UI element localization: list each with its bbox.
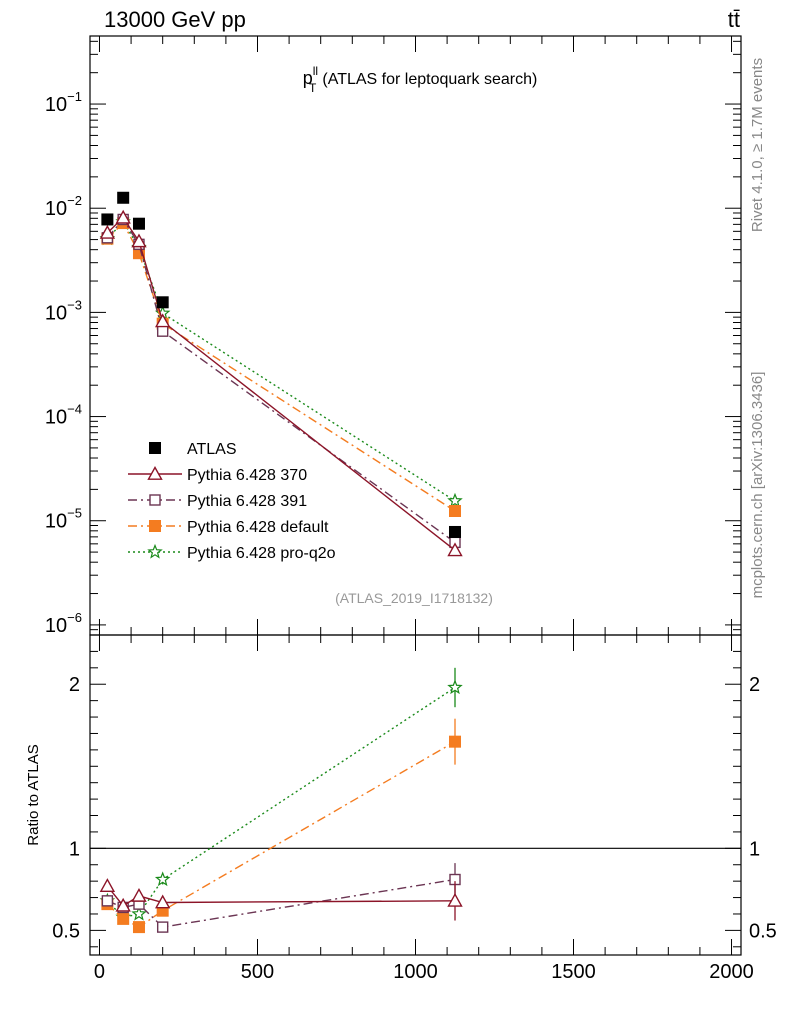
x-tick-label: 1500 [551,961,596,983]
rivet-version-label: Rivet 4.1.0, ≥ 1.7M events [749,58,766,232]
mcplots-credit-label: mcplots.cern.ch [arXiv:1306.3436] [749,372,766,599]
plot-title-superscript: ll [313,64,318,78]
pythia-6-428-default-ratio-point [449,735,462,748]
ratio-panel-frame [89,634,742,956]
pythia-6-428-370-ratio-point [99,878,116,892]
y-tick-label: 10−5 [45,506,82,533]
main-panel-ticks: 10−110−210−310−410−510−6 [45,36,741,637]
y-tick-mantissa: 10 [45,407,67,429]
ratio-tick-label: 0.5 [52,920,80,942]
y-tick-label: 10−4 [45,402,82,429]
pythia-6-428-391-ratio-point [101,895,114,907]
pythia-6-428-370-point [115,209,131,224]
pythia-6-428-370-point [99,224,116,239]
y-tick-exponent: −4 [67,402,82,417]
y-tick-label: 10−3 [45,297,82,324]
ratio-panel-ticks: 0 500 1000 1500 2000 0.5 0.5 1 1 2 2 [52,635,777,983]
y-tick-mantissa: 10 [45,302,67,324]
atlas-point [101,213,114,226]
pythia-6-428-370-ratio-point [154,894,171,909]
main-panel-series [99,191,463,557]
plot-title-symbol: p [303,68,313,88]
legend-label-atlas: ATLAS [187,441,237,458]
pythia-6-428-default-ratio-point [117,912,130,925]
ratio-tick-label: 2 [69,674,80,696]
y-tick-exponent: −5 [67,506,82,521]
pythia-6-428-370-point [154,313,171,328]
pythia-6-428-default-ratio-line [106,741,456,928]
atlas-point [449,525,462,538]
y-tick-mantissa: 10 [45,511,67,533]
legend-marker-pythia-6-428-391 [149,494,161,506]
pythia-6-428-pro-q2o-point [447,492,463,508]
x-tick-label: 0 [94,961,105,983]
legend-marker-pythia-6-428-370 [147,466,163,480]
pythia-6-428-pro-q2o-line [106,220,456,502]
y-tick-mantissa: 10 [45,615,67,637]
ratio-tick-label-right: 2 [749,674,760,696]
legend-label-pythia-6-428-391: Pythia 6.428 391 [187,493,307,510]
legend-label-pythia-6-428-370: Pythia 6.428 370 [187,467,307,484]
pythia-6-428-pro-q2o-ratio-point [131,905,147,921]
ratio-axis-label: Ratio to ATLAS [25,744,42,845]
pythia-6-428-370-ratio-point [447,892,463,907]
y-tick-exponent: −1 [67,89,82,104]
y-tick-label: 10−6 [45,610,82,637]
y-tick-exponent: −2 [67,193,82,208]
legend-marker-atlas [149,442,161,454]
legend-label-pythia-6-428-default: Pythia 6.428 default [187,519,329,536]
ratio-panel-series [99,667,463,934]
y-tick-mantissa: 10 [45,94,67,116]
ratio-tick-label-right: 1 [749,838,760,860]
pythia-6-428-370-point [131,233,147,248]
legend: ATLAS Pythia 6.428 370 Pythia 6.428 391 Pyt… [128,441,336,562]
pythia-6-428-default-ratio-point [132,921,145,934]
plot-title-text: (ATLAS for leptoquark search) [322,71,537,88]
y-tick-mantissa: 10 [45,198,67,220]
analysis-id-label: (ATLAS_2019_I1718132) [335,590,493,606]
ratio-tick-label-right: 0.5 [749,920,777,942]
atlas-point [117,191,130,204]
atlas-point [132,217,145,230]
pythia-6-428-391-point [156,325,169,337]
pythia-6-428-pro-q2o-ratio-point [447,679,463,695]
legend-marker-pythia-6-428-default [149,520,161,532]
ratio-tick-label: 1 [69,838,80,860]
legend-label-pythia-6-428-pro-q2o: Pythia 6.428 pro-q2o [187,545,336,562]
pythia-6-428-370-point [447,542,463,557]
y-tick-exponent: −6 [67,610,82,625]
pythia-6-428-pro-q2o-ratio-point [154,871,171,887]
plot-title: pll T (ATLAS for leptoquark search) [303,64,538,95]
process-label: tt̄ [728,7,740,32]
y-tick-exponent: −3 [67,297,82,312]
pythia-6-428-370-ratio-point [115,897,131,912]
plot-title-subscript: T [309,81,317,95]
legend-marker-pythia-6-428-pro-q2o [147,543,163,559]
pythia-6-428-370-ratio-point [131,887,147,902]
pythia-6-428-391-ratio-point [156,921,169,933]
beam-energy-label: 13000 GeV pp [104,7,246,32]
x-tick-label: 500 [241,961,274,983]
atlas-point [156,296,169,309]
y-tick-label: 10−1 [45,89,82,116]
x-tick-label: 2000 [709,961,754,983]
x-tick-label: 1000 [393,961,438,983]
y-tick-label: 10−2 [45,193,82,220]
pythia-6-428-default-point [449,505,462,518]
